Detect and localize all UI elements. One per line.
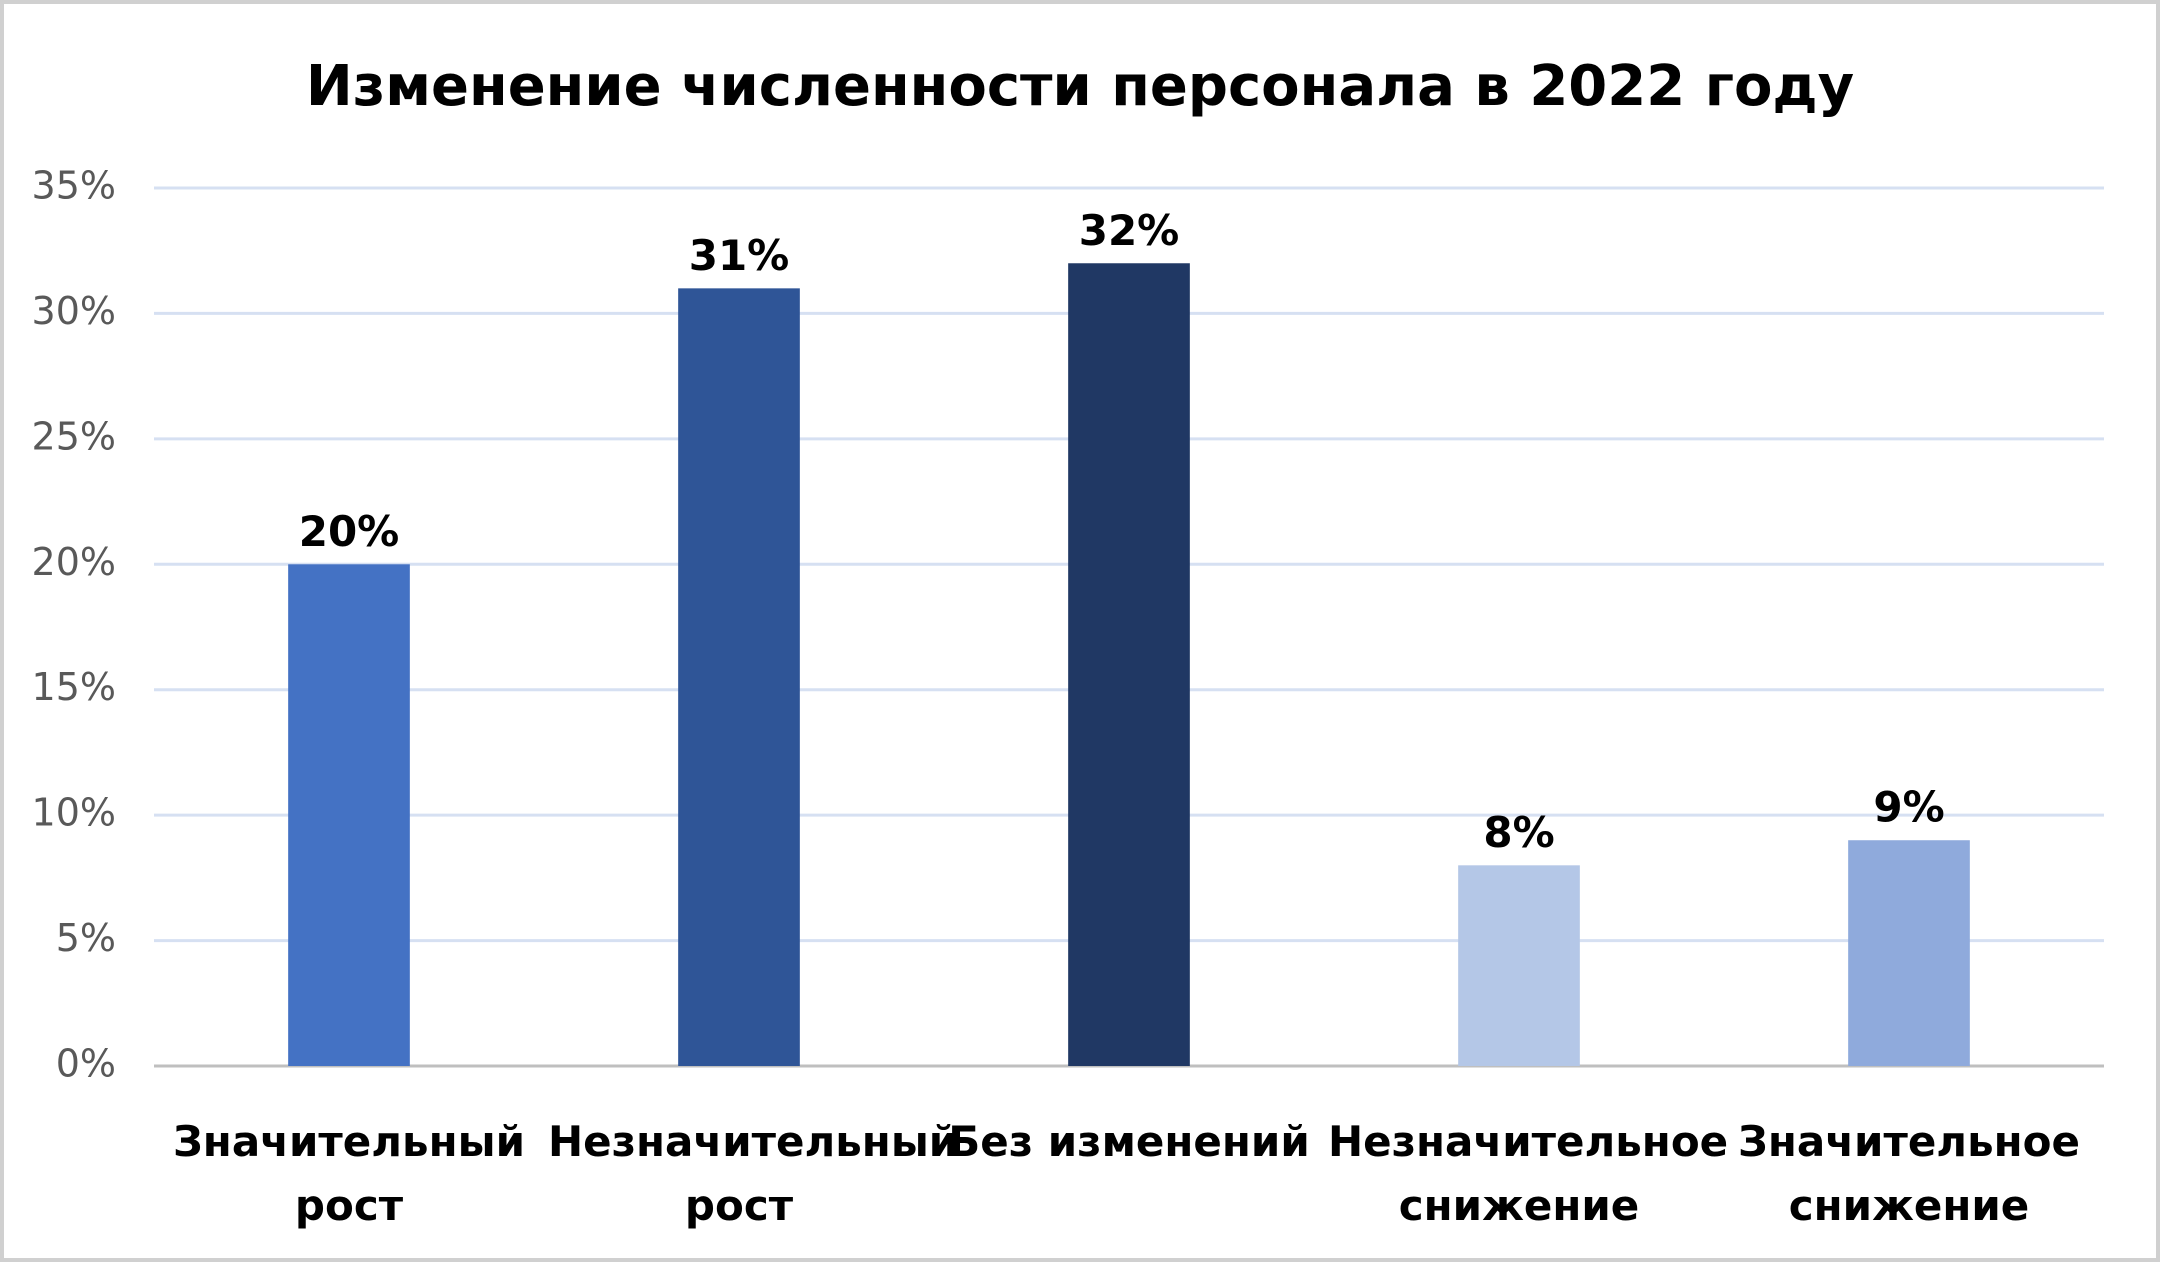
bar [288, 564, 410, 1066]
x-tick-label: Значительный рост [172, 1117, 526, 1230]
value-label: 9% [1873, 783, 1944, 832]
value-label: 20% [299, 507, 400, 556]
value-label: 31% [689, 231, 790, 280]
y-tick-label: 0% [56, 1042, 116, 1086]
y-tick-label: 35% [32, 164, 116, 208]
y-tick-label: 20% [32, 540, 116, 584]
bar [678, 288, 800, 1066]
y-tick-label: 10% [32, 791, 116, 835]
y-tick-label: 25% [32, 414, 116, 458]
value-label: 32% [1079, 206, 1180, 255]
bar [1068, 263, 1190, 1066]
y-tick-label: 5% [56, 916, 116, 960]
value-label: 8% [1483, 808, 1554, 857]
bar [1848, 840, 1970, 1066]
bar [1458, 865, 1580, 1066]
chart: Изменение численности персонала в 2022 г… [32, 54, 2104, 1086]
x-tick-label: Незначительный рост [548, 1117, 959, 1230]
y-tick-label: 30% [32, 289, 116, 333]
x-tick-label: Значительное снижение [1738, 1117, 2080, 1230]
y-tick-label: 15% [32, 665, 116, 709]
chart-title: Изменение численности персонала в 2022 г… [306, 54, 1854, 119]
x-tick-label: Незначительное снижение [1328, 1117, 1729, 1230]
x-tick-label: Без изменений [948, 1117, 1310, 1166]
